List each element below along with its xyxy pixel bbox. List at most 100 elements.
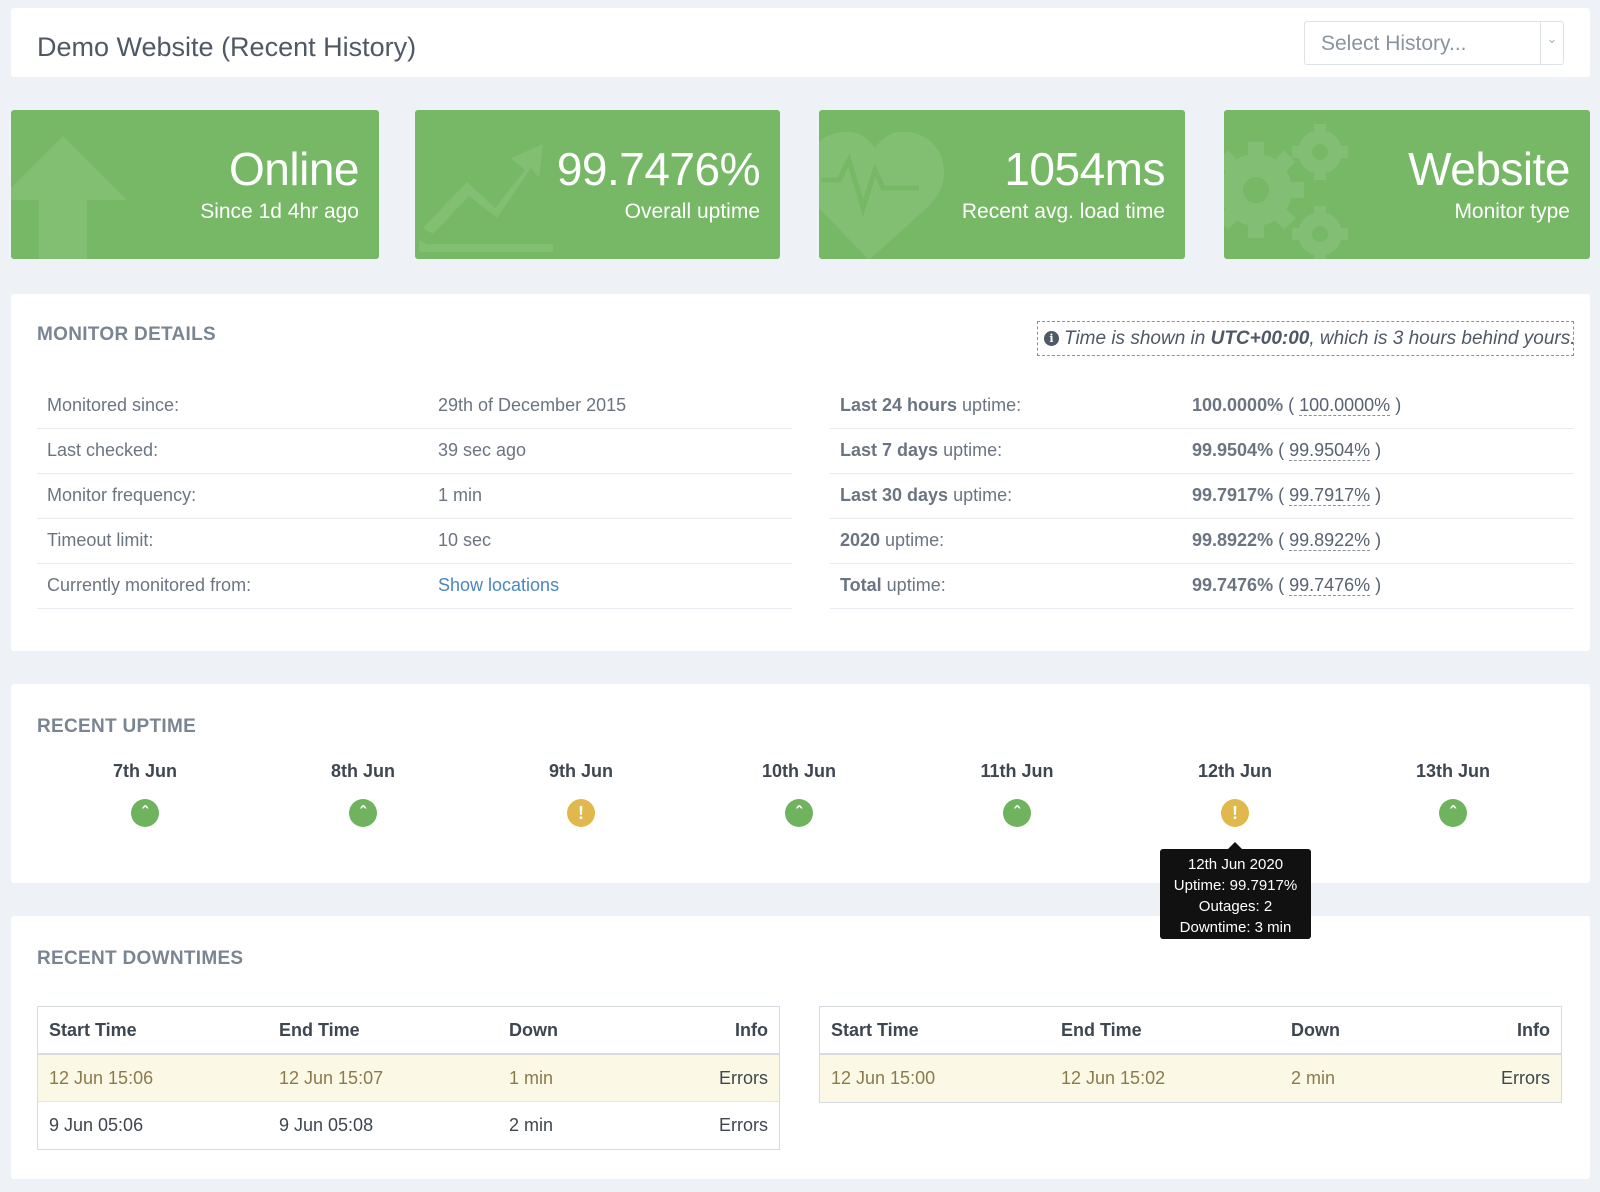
uptime-row: Last 7 days uptime: 99.9504% ( 99.9504% … xyxy=(830,429,1574,474)
uptime-row: 2020 uptime: 99.8922% ( 99.8922% ) xyxy=(830,519,1574,564)
uptime-tile: 99.7476% Overall uptime xyxy=(415,110,780,259)
chevron-up-icon[interactable]: ˆ xyxy=(785,799,813,827)
page-header: Demo Website (Recent History) Select His… xyxy=(11,8,1590,77)
uptime-day[interactable]: 12th Jun ! xyxy=(1175,761,1295,827)
col-down: Down xyxy=(1291,1020,1340,1040)
history-select[interactable]: Select History... ⌄ xyxy=(1304,21,1564,65)
uptime-day[interactable]: 7th Jun ˆ xyxy=(85,761,205,827)
day-label: 12th Jun xyxy=(1197,761,1272,781)
col-info: Info xyxy=(735,1020,768,1040)
day-label: 7th Jun xyxy=(112,761,177,781)
select-divider xyxy=(1540,22,1541,64)
day-tooltip: 12th Jun 2020 Uptime: 99.7917% Outages: … xyxy=(1160,842,1311,939)
trending-up-icon xyxy=(419,144,553,252)
uptime-alt-value[interactable]: 99.7476% xyxy=(1289,575,1371,596)
table-row[interactable]: 9 Jun 05:06 9 Jun 05:08 2 min Errors xyxy=(38,1102,779,1149)
monitor-type-tile: Website Monitor type xyxy=(1224,110,1590,259)
day-label: 9th Jun xyxy=(548,761,613,781)
tooltip-downtime: Downtime: 3 min xyxy=(1179,919,1292,936)
warning-icon[interactable]: ! xyxy=(567,799,595,827)
cell-end: 12 Jun 15:02 xyxy=(1061,1068,1166,1088)
page-title: Demo Website (Recent History) xyxy=(37,32,417,62)
detail-label: Monitored since: xyxy=(47,395,180,415)
tile-label: Overall uptime xyxy=(624,200,760,223)
tile-label: Monitor type xyxy=(1454,200,1570,223)
uptime-day[interactable]: 9th Jun ! xyxy=(521,761,641,827)
uptime-day[interactable]: 10th Jun ˆ xyxy=(739,761,859,827)
uptime-value: 99.8922% ( 99.8922% ) xyxy=(1192,530,1382,551)
tz-note-prefix: Time is shown in xyxy=(1064,328,1211,349)
chevron-up-icon[interactable]: ˆ xyxy=(1439,799,1467,827)
cell-down: 2 min xyxy=(1291,1068,1336,1088)
uptime-value: 99.7476% ( 99.7476% ) xyxy=(1192,575,1382,596)
chevron-down-icon: ⌄ xyxy=(1546,31,1558,46)
history-select-value: Select History... xyxy=(1321,32,1467,55)
chevron-up-icon[interactable]: ˆ xyxy=(1003,799,1031,827)
uptime-alt-value[interactable]: 99.9504% xyxy=(1289,440,1371,461)
cell-end: 9 Jun 05:08 xyxy=(279,1115,374,1135)
chevron-up-icon[interactable]: ˆ xyxy=(131,799,159,827)
detail-row: Monitor frequency: 1 min xyxy=(37,474,792,519)
tooltip-uptime: Uptime: 99.7917% xyxy=(1173,877,1298,894)
uptime-alt-value[interactable]: 99.7917% xyxy=(1289,485,1371,506)
cell-start: 12 Jun 15:06 xyxy=(49,1068,154,1088)
table-row[interactable]: 12 Jun 15:06 12 Jun 15:07 1 min Errors xyxy=(38,1055,779,1102)
uptime-day[interactable]: 13th Jun ˆ xyxy=(1393,761,1513,827)
table-header: Start Time End Time Down Info xyxy=(820,1007,1561,1055)
detail-row: Currently monitored from: Show locations xyxy=(37,564,792,609)
uptime-row: Last 30 days uptime: 99.7917% ( 99.7917%… xyxy=(830,474,1574,519)
day-label: 8th Jun xyxy=(330,761,395,781)
gears-icon xyxy=(1224,124,1348,259)
detail-value: 10 sec xyxy=(438,530,492,550)
detail-label: Last checked: xyxy=(47,440,159,460)
tooltip-outages: Outages: 2 xyxy=(1198,898,1273,915)
uptime-alt-value[interactable]: 100.0000% xyxy=(1299,395,1391,416)
uptime-value: 99.7917% ( 99.7917% ) xyxy=(1192,485,1382,506)
col-start: Start Time xyxy=(49,1020,137,1040)
cell-start: 9 Jun 05:06 xyxy=(49,1115,144,1135)
col-start: Start Time xyxy=(831,1020,919,1040)
col-down: Down xyxy=(509,1020,558,1040)
info-icon: i xyxy=(1044,331,1059,346)
table-row[interactable]: 12 Jun 15:00 12 Jun 15:02 2 min Errors xyxy=(820,1055,1561,1102)
uptime-day[interactable]: 8th Jun ˆ xyxy=(303,761,423,827)
detail-row: Monitored since: 29th of December 2015 xyxy=(37,384,792,429)
col-end: End Time xyxy=(279,1020,360,1040)
uptime-label: Last 24 hours uptime: xyxy=(840,395,1022,415)
cell-down: 1 min xyxy=(509,1068,554,1088)
detail-row: Timeout limit: 10 sec xyxy=(37,519,792,564)
chevron-up-icon[interactable]: ˆ xyxy=(349,799,377,827)
section-title: RECENT DOWNTIMES xyxy=(37,948,244,969)
cell-info: Errors xyxy=(719,1068,768,1088)
uptime-day[interactable]: 11th Jun ˆ xyxy=(957,761,1077,827)
cell-start: 12 Jun 15:00 xyxy=(831,1068,936,1088)
col-info: Info xyxy=(1517,1020,1550,1040)
detail-value: 1 min xyxy=(438,485,483,505)
cell-info: Errors xyxy=(1501,1068,1550,1088)
uptime-row: Total uptime: 99.7476% ( 99.7476% ) xyxy=(830,564,1574,609)
uptime-label: 2020 uptime: xyxy=(840,530,945,550)
uptime-alt-value[interactable]: 99.8922% xyxy=(1289,530,1371,551)
detail-value: 39 sec ago xyxy=(438,440,527,460)
detail-row: Last checked: 39 sec ago xyxy=(37,429,792,474)
arrow-up-icon xyxy=(11,136,127,259)
tile-label: Since 1d 4hr ago xyxy=(200,200,359,223)
tile-label: Recent avg. load time xyxy=(961,200,1165,223)
detail-label: Monitor frequency: xyxy=(47,485,197,505)
uptime-label: Last 7 days uptime: xyxy=(840,440,1003,460)
detail-label: Timeout limit: xyxy=(47,530,154,550)
uptime-value: 99.9504% ( 99.9504% ) xyxy=(1192,440,1382,461)
tile-value: 99.7476% xyxy=(556,143,761,195)
cell-down: 2 min xyxy=(509,1115,554,1135)
cell-info: Errors xyxy=(719,1115,768,1135)
warning-icon[interactable]: ! xyxy=(1221,799,1249,827)
tile-value: 1054ms xyxy=(1004,143,1165,195)
downtimes-table-left: Start Time End Time Down Info 12 Jun 15:… xyxy=(37,1006,780,1150)
col-end: End Time xyxy=(1061,1020,1142,1040)
timezone-note: i Time is shown in UTC+00:00, which is 3 … xyxy=(1037,321,1576,356)
uptime-value: 100.0000% ( 100.0000% ) xyxy=(1192,395,1402,416)
cell-end: 12 Jun 15:07 xyxy=(279,1068,384,1088)
day-label: 11th Jun xyxy=(980,761,1054,781)
show-locations-link[interactable]: Show locations xyxy=(438,575,560,595)
recent-downtimes-panel: RECENT DOWNTIMES Start Time End Time Dow… xyxy=(11,916,1590,1179)
